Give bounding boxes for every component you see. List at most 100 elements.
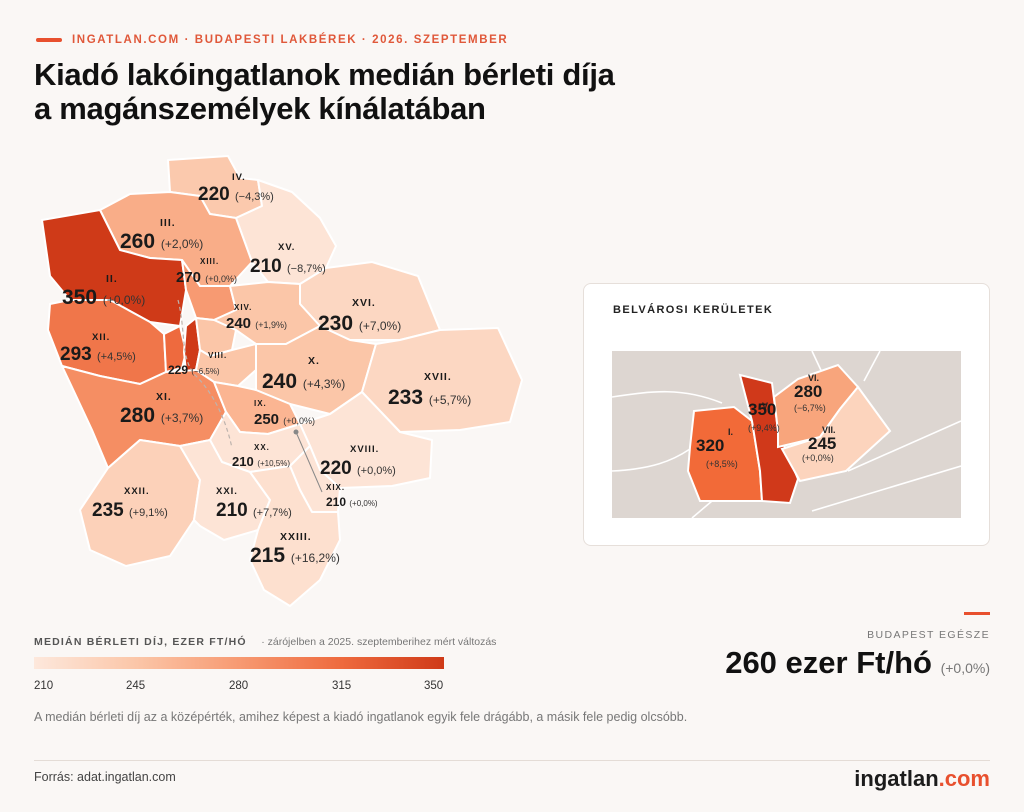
district-value-viii: 229 (−6,5%) [168,363,220,377]
value-number: 260 [120,230,161,253]
value-number: 270 [176,269,205,286]
value-number: 235 [92,500,129,521]
value-change: (−6,5%) [191,367,220,376]
inset-value-i: 320 [696,436,724,455]
legend-gradient [34,657,444,669]
inner-districts-panel: BELVÁROSI KERÜLETEK I. 320 (+8,5%) V. 350 (+9… [583,283,990,546]
legend-tick: 350 [424,680,444,692]
description: A medián bérleti díj az a középérték, am… [34,710,688,724]
total-change: (+0,0%) [940,660,990,676]
inset-label-v: V. [762,401,770,411]
district-value-xii: 293 (+4,5%) [60,344,136,365]
district-label-xx: XX. [254,443,270,452]
district-value-xxiii: 215 (+16,2%) [250,544,340,567]
value-number: 210 [232,454,257,469]
value-change: (+4,3%) [303,377,345,391]
inset-streets [611,350,962,519]
accent-bar [964,612,990,615]
kicker: INGATLAN.COM · BUDAPESTI LAKBÉREK · 2026… [36,34,508,46]
district-label-xix: XIX. [326,483,345,492]
value-number: 215 [250,544,291,567]
total-value-row: 260 ezer Ft/hó (+0,0%) [725,645,990,681]
inset-title: BELVÁROSI KERÜLETEK [613,304,774,316]
district-value-iii: 260 (+2,0%) [120,230,203,253]
value-number: 210 [216,500,253,521]
inset-district-vii [780,385,892,483]
district-label-xiv: XIV. [234,303,252,312]
logo-main: ingatlan [854,766,939,791]
district-value-xvi: 230 (+7,0%) [318,312,401,335]
value-change: (+7,7%) [253,507,292,519]
total-label: BUDAPEST EGÉSZE [867,629,990,641]
district-value-xiv: 240 (+1,9%) [226,315,287,332]
value-number: 210 [326,495,349,509]
district-value-iv: 220 (−4,3%) [198,184,274,205]
total-value: 260 ezer Ft/hó [725,645,932,680]
district-label-xii: XII. [92,332,110,343]
legend-title: MEDIÁN BÉRLETI DÍJ, EZER FT/HÓ [34,636,247,648]
district-value-xviii: 220 (+0,0%) [320,458,396,479]
district-label-iv: IV. [232,172,246,183]
value-change: (−8,7%) [287,263,326,275]
value-number: 230 [318,312,359,335]
ingatlan-logo: ingatlan.com [854,766,990,792]
inset-change-v: (+9,4%) [748,423,780,433]
budapest-map: IV. 220 (−4,3%) III. 260 (+2,0%) XV. 210 (−8,… [0,140,560,620]
accent-bar [36,38,62,42]
value-change: (−4,3%) [235,191,274,203]
district-label-ix: IX. [254,399,267,408]
value-change: (+0,0%) [283,416,315,426]
divider [34,760,990,761]
value-number: 293 [60,344,97,365]
xix-leader-line [295,431,323,493]
district-label-viii: VIII. [208,351,227,360]
page-title: Kiadó lakóingatlanok medián bérleti díja… [34,58,615,126]
logo-suffix: .com [938,766,990,791]
inset-value-v: 350 [748,400,776,419]
legend: MEDIÁN BÉRLETI DÍJ, EZER FT/HÓ · zárójel… [34,632,504,692]
value-number: 220 [320,458,357,479]
value-change: (+0,0%) [357,465,396,477]
district-value-ii: 350 (+0,0%) [62,286,145,309]
inset-change-vi: (−6,7%) [794,403,826,413]
inset-map-svg: I. 320 (+8,5%) V.350 (+9,4%) VI.280 (−6,7%) VII… [611,350,962,519]
district-value-xi: 280 (+3,7%) [120,404,203,427]
value-change: (+0,0%) [205,274,237,284]
legend-tick: 315 [332,680,352,692]
district-label-xi: XI. [156,391,172,403]
value-number: 233 [388,386,429,409]
danube-river [177,299,233,449]
value-change: (+16,2%) [291,551,340,565]
legend-tick: 210 [34,680,54,692]
value-change: (+3,7%) [161,411,203,425]
inset-label-vi: VI. [808,373,819,383]
district-label-xvii: XVII. [424,371,452,383]
district-label-iii: III. [160,217,176,229]
value-number: 210 [250,256,287,277]
district-label-xvi: XVI. [352,297,376,309]
value-change: (+5,7%) [429,393,471,407]
legend-tick: 245 [126,680,146,692]
value-change: (+7,0%) [359,319,401,333]
value-change: (+10,5%) [257,459,290,468]
district-label-xxi: XXI. [216,486,238,497]
value-change: (+0,0%) [103,293,145,307]
district-value-xxii: 235 (+9,1%) [92,500,168,521]
district-value-xxi: 210 (+7,7%) [216,500,292,521]
value-number: 240 [226,315,255,332]
inset-change-vii: (+0,0%) [802,453,834,463]
inset-label-vii: VII. [822,425,836,435]
inset-value-vi: 280 [794,382,822,401]
district-label-xv: XV. [278,242,295,253]
value-change: (+0,0%) [349,499,378,508]
legend-tick: 280 [229,680,249,692]
district-label-ii: II. [106,273,118,285]
source-text: Forrás: adat.ingatlan.com [34,770,176,784]
inset-change-i: (+8,5%) [706,459,738,469]
legend-ticks: 210 245 280 315 350 [34,680,454,694]
district-label-xviii: XVIII. [350,444,379,455]
district-value-xx: 210 (+10,5%) [232,454,290,469]
district-value-xvii: 233 (+5,7%) [388,386,471,409]
kicker-text: INGATLAN.COM · BUDAPESTI LAKBÉREK · 2026… [72,34,509,46]
budapest-total: BUDAPEST EGÉSZE 260 ezer Ft/hó (+0,0%) [725,612,990,681]
